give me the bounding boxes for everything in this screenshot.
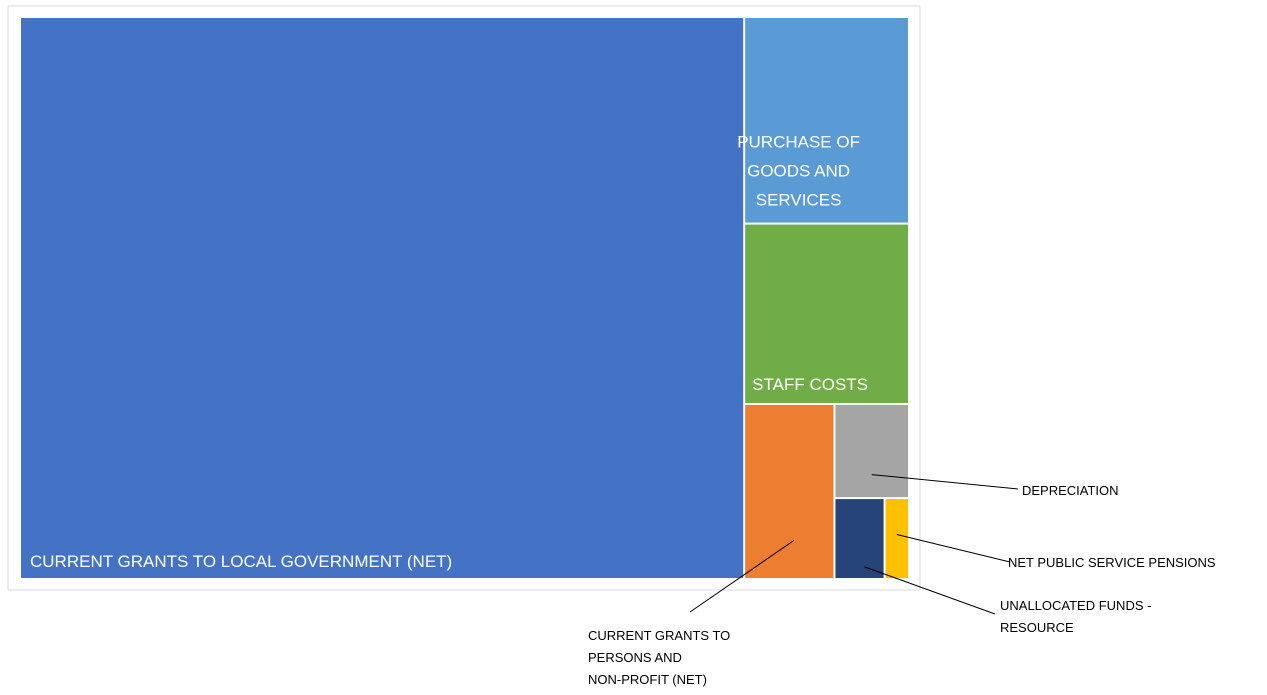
tile-staff-costs	[745, 224, 908, 403]
leader-line-depreciation	[871, 474, 1019, 490]
leader-line-public-service-pensions	[896, 534, 1011, 563]
tile-labels: CURRENT GRANTS TO LOCAL GOVERNMENT (NET)…	[30, 133, 1216, 687]
label-depreciation: DEPRECIATION	[1022, 483, 1119, 498]
label-unallocated-funds: UNALLOCATED FUNDS -RESOURCE	[1000, 598, 1151, 635]
leader-lines	[689, 474, 1019, 615]
label-public-service-pensions: NET PUBLIC SERVICE PENSIONS	[1008, 555, 1216, 570]
leader-line-unallocated-funds	[864, 566, 996, 615]
label-goods-services: PURCHASE OF GOODS AND SERVICES	[737, 133, 860, 210]
tile-unallocated-funds	[835, 499, 884, 578]
tile-persons-nonprofit	[745, 404, 834, 578]
tile-goods-services	[745, 18, 908, 223]
label-local-government: CURRENT GRANTS TO LOCAL GOVERNMENT (NET)	[30, 552, 452, 571]
tile-public-service-pensions	[885, 499, 908, 578]
treemap-tiles	[21, 18, 908, 578]
tile-depreciation	[835, 404, 908, 498]
tile-local-government	[21, 18, 744, 578]
label-staff-costs: STAFF COSTS	[752, 375, 868, 394]
label-persons-nonprofit: CURRENT GRANTS TO PERSONS AND NON-PROFIT (…	[588, 628, 730, 687]
leader-line-persons-nonprofit	[689, 540, 795, 613]
